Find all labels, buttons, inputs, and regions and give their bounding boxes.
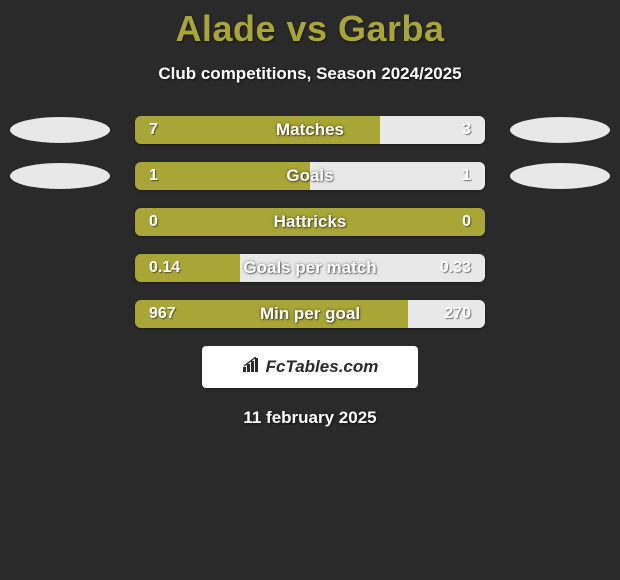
- bar-track: [135, 208, 485, 236]
- stat-row: 1 Goals 1: [0, 162, 620, 190]
- bar-track: [135, 116, 485, 144]
- bar-right: [380, 116, 485, 144]
- player-right-marker: [510, 163, 610, 189]
- bar-left: [135, 116, 380, 144]
- logo-text: FcTables.com: [266, 357, 379, 377]
- stat-row: 0.14 Goals per match 0.33: [0, 254, 620, 282]
- player-left-marker: [10, 117, 110, 143]
- bar-right: [310, 162, 485, 190]
- bar-track: [135, 254, 485, 282]
- bar-chart-icon: [242, 357, 262, 378]
- stat-row: 967 Min per goal 270: [0, 300, 620, 328]
- bar-left: [135, 300, 408, 328]
- bar-track: [135, 300, 485, 328]
- player-left-marker: [10, 163, 110, 189]
- bar-left: [135, 208, 485, 236]
- bar-left: [135, 162, 310, 190]
- bar-left: [135, 254, 240, 282]
- bar-track: [135, 162, 485, 190]
- bar-right: [240, 254, 485, 282]
- date-label: 11 february 2025: [0, 408, 620, 428]
- subtitle: Club competitions, Season 2024/2025: [0, 64, 620, 84]
- fctables-logo-link[interactable]: FcTables.com: [202, 346, 418, 388]
- infographic-container: Alade vs Garba Club competitions, Season…: [0, 0, 620, 580]
- stat-row: 0 Hattricks 0: [0, 208, 620, 236]
- bar-right: [408, 300, 485, 328]
- page-title: Alade vs Garba: [0, 0, 620, 50]
- stats-chart: 7 Matches 3 1 Goals 1 0 Hattricks 0: [0, 116, 620, 328]
- player-right-marker: [510, 117, 610, 143]
- stat-row: 7 Matches 3: [0, 116, 620, 144]
